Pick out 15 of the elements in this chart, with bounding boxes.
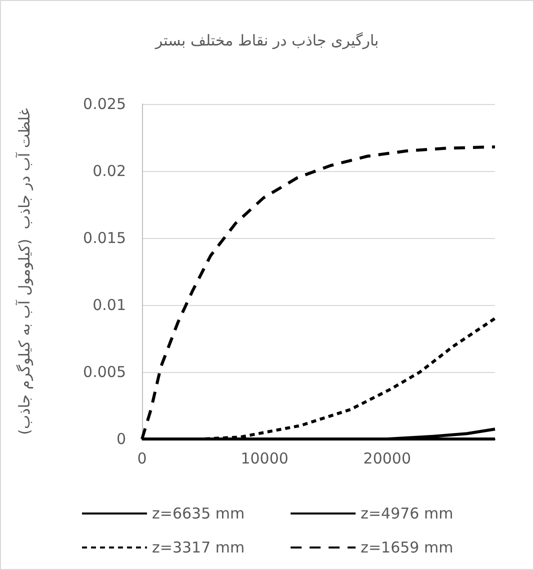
y-axis-title: غلظت آب در جاذب (کیلومول آب به کیلوگرم جاذب) [14,108,34,435]
x-tick-label: 10000 [240,450,288,468]
chart-title: بارگیری جاذب در نقاط مختلف بستر [154,32,379,50]
legend-label: z=4976 mm [360,504,454,522]
y-tick-label: 0.02 [92,162,126,180]
legend-label: z=3317 mm [152,538,245,556]
y-tick-label: 0.015 [83,229,126,247]
x-tick-label: 20000 [363,450,411,468]
y-tick-label: 0 [116,430,126,448]
legend-label: z=6635 mm [152,504,245,522]
legend-label: z=1659 mm [360,538,454,556]
y-tick-label: 0.01 [92,296,126,314]
x-tick-label: 0 [137,450,147,468]
y-tick-label: 0.005 [83,363,126,381]
y-tick-label: 0.025 [83,95,126,113]
